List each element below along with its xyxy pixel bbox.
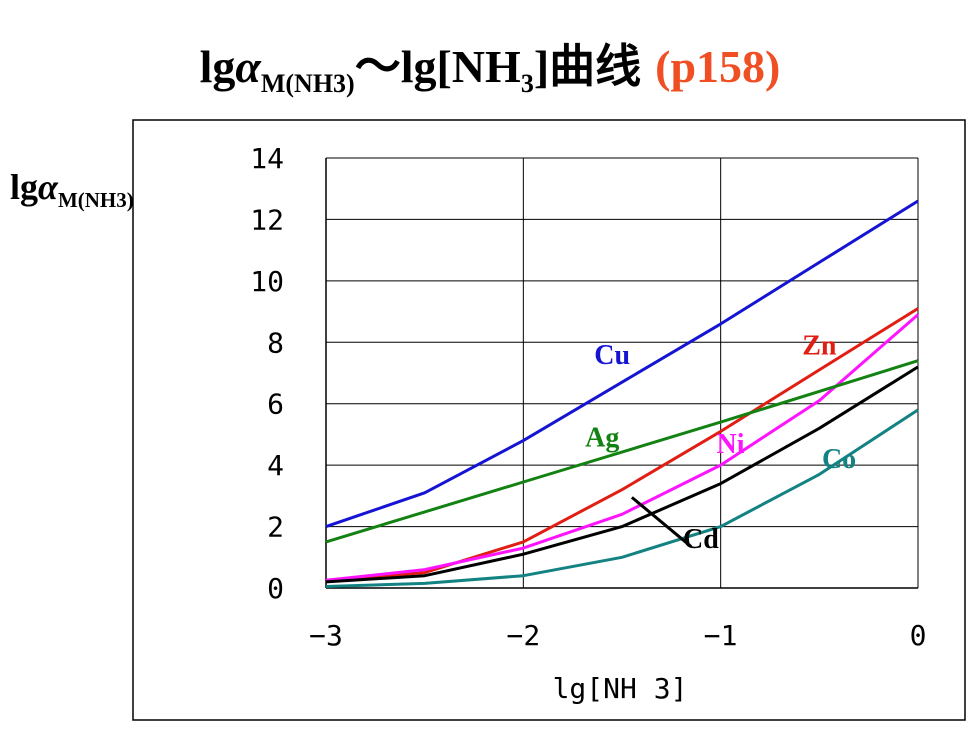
y-tick-label: 8 <box>267 326 284 359</box>
figure-frame <box>132 119 966 721</box>
y-tick-label: 10 <box>250 265 284 298</box>
series-line-zn <box>325 307 919 582</box>
y-axis-label: lgαM(NH3) <box>10 166 134 213</box>
series-line-cd <box>325 365 919 584</box>
series-label-ag: Ag <box>585 423 619 454</box>
title-alpha: α <box>235 41 261 92</box>
ylabel-alpha: α <box>38 167 58 207</box>
y-tick-label: 0 <box>267 572 284 605</box>
x-tick-label: 0 <box>910 619 927 652</box>
x-tick-label: −1 <box>704 619 738 652</box>
y-tick-label: 6 <box>267 388 284 421</box>
y-tick-label: 4 <box>267 449 284 482</box>
title-suffix: ]曲线 <box>533 41 642 92</box>
series-line-co <box>325 408 919 588</box>
title-main: lg[NH <box>400 41 521 92</box>
axes <box>325 158 918 589</box>
title-prefix: lg <box>199 41 236 92</box>
x-tick-label: −3 <box>309 619 343 652</box>
cd-leader-line <box>630 496 693 548</box>
series-label-cu: Cu <box>594 340 630 371</box>
series-line-ag <box>325 359 919 544</box>
series-lines <box>325 199 919 588</box>
tick-labels: 0 2 4 6 8 10 12 14 −3 −2 −1 0 <box>250 142 926 652</box>
x-axis-label: lg[NH 3] <box>553 672 688 705</box>
grid <box>326 157 919 588</box>
series-label-ni: Ni <box>717 429 745 460</box>
ylabel-prefix: lg <box>10 167 39 207</box>
title-tilde: ～ <box>354 41 401 92</box>
title-subscript-3: 3 <box>520 69 534 99</box>
title-page-ref: (p158) <box>655 41 781 92</box>
series-line-cu <box>325 199 919 529</box>
ylabel-subscript: M(NH3) <box>57 188 134 213</box>
x-tick-label: −2 <box>506 619 540 652</box>
y-tick-label: 12 <box>250 203 284 236</box>
series-label-co: Co <box>822 444 856 475</box>
chart-title: lgαM(NH3)～lg[NH3]曲线 (p158) <box>0 30 980 99</box>
y-tick-label: 14 <box>250 142 284 175</box>
series-label-cd: Cd <box>683 524 719 555</box>
title-subscript: M(NH3) <box>260 69 355 99</box>
y-tick-label: 2 <box>267 511 284 544</box>
series-label-zn: Zn <box>802 331 837 362</box>
series-line-ni <box>325 313 919 582</box>
series-labels: Cu Zn Ni Ag Co Cd <box>585 331 856 555</box>
